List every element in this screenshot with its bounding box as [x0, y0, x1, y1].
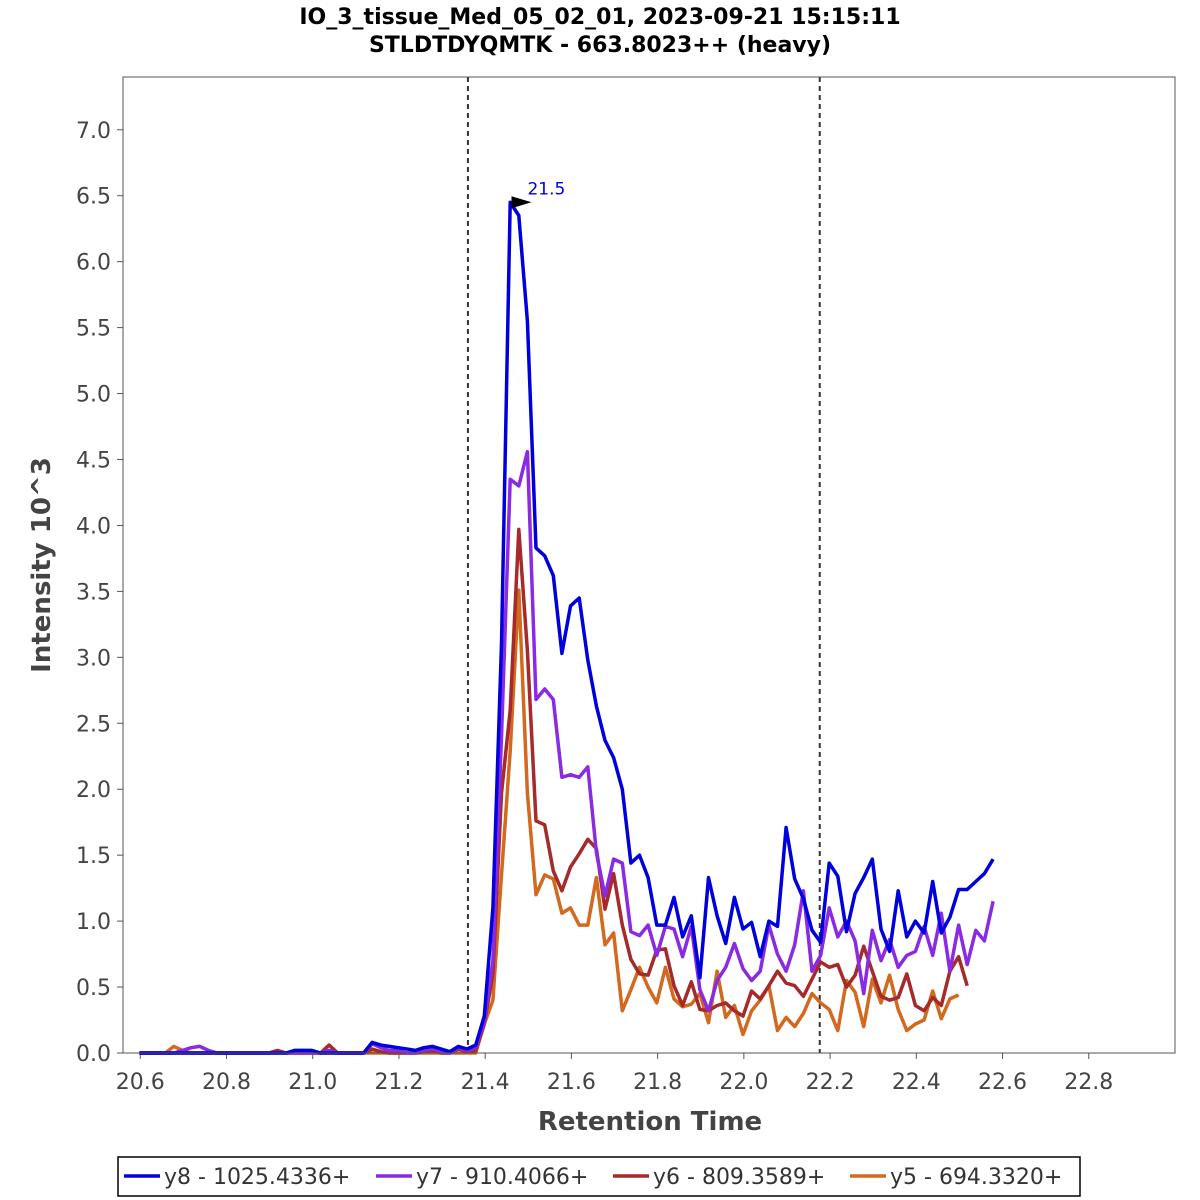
legend: y8 - 1025.4336+ y7 - 910.4066+ y6 - 809.35…	[117, 1156, 1081, 1197]
y-tick-label: 7.0	[76, 119, 111, 144]
integration-boundaries	[466, 77, 821, 1053]
series-line-y6	[139, 527, 969, 1055]
legend-box	[117, 1156, 1081, 1197]
y-tick-label: 2.0	[76, 778, 111, 803]
y-tick-label: 3.0	[76, 646, 111, 671]
y-tick-label: 2.5	[76, 712, 111, 737]
x-axis-title: Retention Time	[538, 1107, 762, 1137]
x-tick-label: 22.2	[806, 1070, 855, 1095]
legend-label: y7 - 910.4066+	[416, 1165, 588, 1190]
x-tick-label: 20.8	[202, 1070, 251, 1095]
x-tick-label: 21.2	[374, 1070, 423, 1095]
x-tick-label: 22.0	[719, 1070, 768, 1095]
peak-label: 21.5	[527, 179, 565, 199]
peak-arrow-icon	[511, 196, 532, 209]
x-tick-label: 22.4	[892, 1070, 941, 1095]
chart-title: IO_3_tissue_Med_05_02_01, 2023-09-21 15:…	[299, 5, 900, 30]
y-tick-label: 5.5	[76, 317, 111, 342]
y-tick-label: 0.0	[76, 1042, 111, 1067]
y-tick-label: 4.5	[76, 448, 111, 473]
plot-area-frame	[122, 76, 1176, 1054]
x-tick-label: 21.6	[547, 1070, 596, 1095]
peak-annotation: 21.5	[511, 179, 565, 209]
y-tick-label: 4.0	[76, 514, 111, 539]
legend-label: y5 - 694.3320+	[890, 1165, 1062, 1190]
y-tick-label: 6.5	[76, 185, 111, 210]
legend-label: y6 - 809.3589+	[653, 1165, 825, 1190]
x-tick-label: 21.0	[288, 1070, 337, 1095]
x-axis: 20.6 20.8 21.0 21.2 21.4 21.6 21.8 22.0 22.2 22.4…	[116, 1053, 1113, 1095]
legend-label: y8 - 1025.4336+	[164, 1165, 350, 1190]
x-tick-label: 20.6	[116, 1070, 165, 1095]
x-tick-label: 22.6	[978, 1070, 1027, 1095]
y-axis-title: Intensity 10^3	[27, 457, 57, 673]
x-tick-label: 21.8	[633, 1070, 682, 1095]
y-axis: 0.0 0.5 1.0 1.5 2.0 2.5 3.0 3.5 4.0 4.5 5.0 5.5 6.0 6…	[76, 119, 123, 1067]
x-tick-label: 21.4	[461, 1070, 510, 1095]
x-tick-label: 22.8	[1064, 1070, 1113, 1095]
y-tick-label: 3.5	[76, 580, 111, 605]
y-tick-label: 1.0	[76, 910, 111, 935]
y-tick-label: 0.5	[76, 976, 111, 1001]
y-tick-label: 1.5	[76, 844, 111, 869]
y-tick-label: 5.0	[76, 383, 111, 408]
chart-subtitle: STLDTDYQMTK - 663.8023++ (heavy)	[369, 33, 831, 58]
y-tick-label: 6.0	[76, 251, 111, 276]
